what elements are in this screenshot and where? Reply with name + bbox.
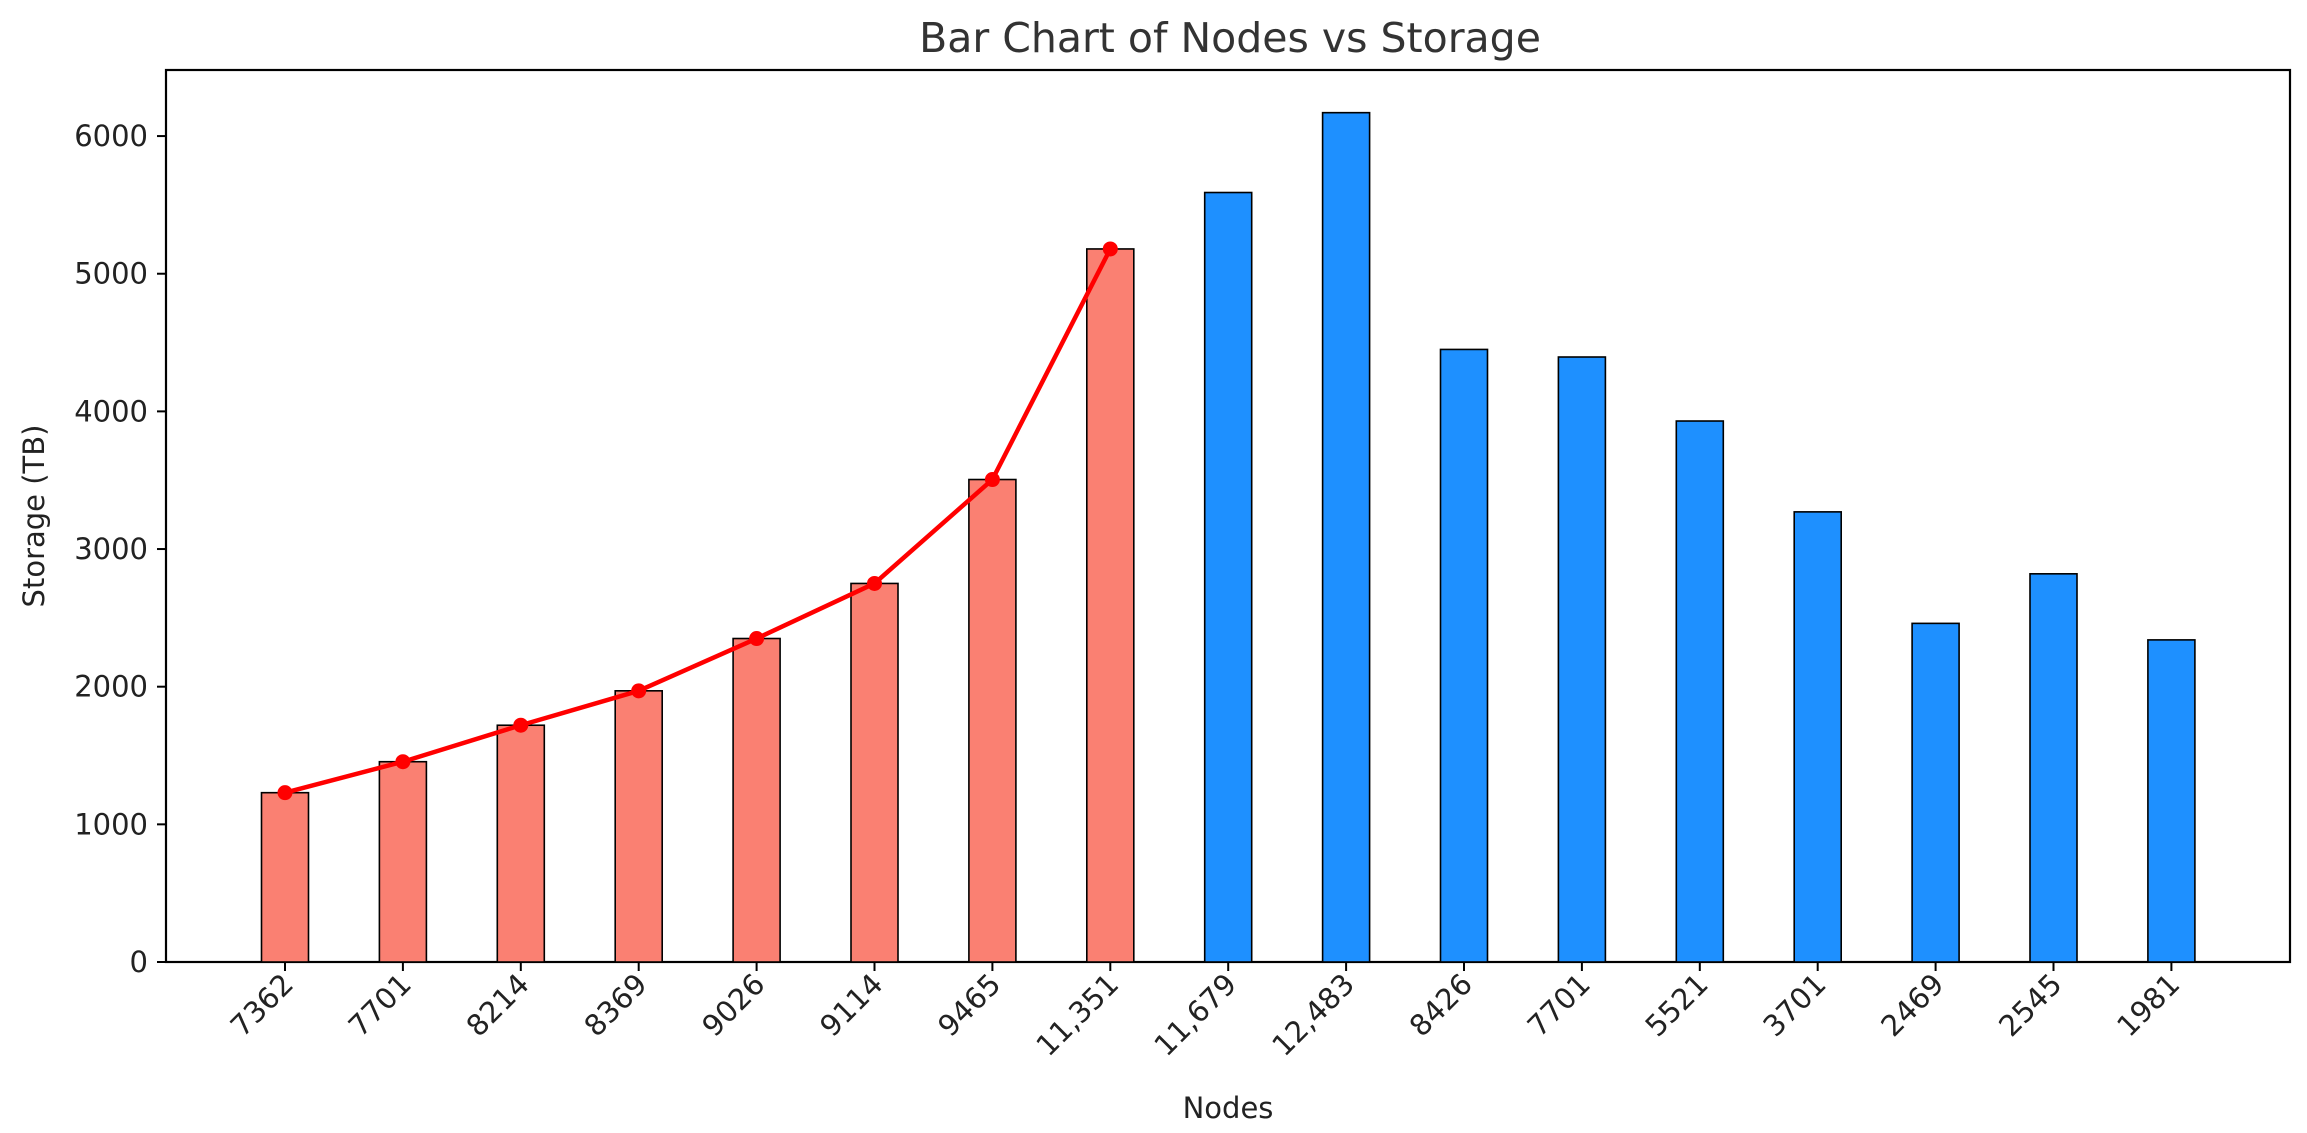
bar <box>1793 511 1842 963</box>
y-tick-label: 0 <box>130 945 148 979</box>
x-tick-label: 11,351 <box>1029 967 1125 1063</box>
bar <box>1086 248 1135 963</box>
x-tick-label: 7362 <box>224 967 300 1043</box>
bar <box>1911 622 1960 963</box>
bar <box>732 637 781 963</box>
bar <box>1321 111 1371 963</box>
x-tick-label: 3701 <box>1756 967 1832 1043</box>
x-tick-label: 7701 <box>342 967 418 1043</box>
x-tick-label: 9114 <box>813 967 889 1043</box>
bar <box>260 791 310 963</box>
bar <box>496 724 546 963</box>
y-axis: 0 1000 2000 3000 4000 5000 6000 <box>74 119 166 979</box>
trend-point <box>867 575 882 591</box>
trend-point <box>513 717 529 733</box>
trend-point <box>749 631 765 647</box>
bar <box>968 478 1017 963</box>
x-axis: 7362 7701 8214 8369 9026 9114 9465 11,351 11,679… <box>224 962 2186 1063</box>
x-tick-label: 5521 <box>1639 967 1715 1043</box>
trend-point <box>395 754 411 770</box>
x-tick-label: 2545 <box>1992 967 2068 1043</box>
y-tick-label: 4000 <box>74 394 148 428</box>
y-tick-label: 1000 <box>74 807 148 841</box>
trend-line-group <box>277 241 1118 801</box>
x-tick-label: 9465 <box>931 967 1007 1043</box>
bar <box>1203 191 1253 963</box>
x-tick-label: 8426 <box>1403 967 1479 1043</box>
x-tick-label: 8214 <box>460 967 536 1043</box>
bar <box>850 582 899 963</box>
bar <box>2147 639 2196 963</box>
trend-point <box>984 472 1000 488</box>
x-tick-label: 12,483 <box>1265 967 1361 1063</box>
y-tick-label: 2000 <box>74 670 148 704</box>
x-tick-label: 11,679 <box>1147 967 1243 1063</box>
y-axis-label: Storage (TB) <box>17 425 51 608</box>
x-tick-label: 8369 <box>577 967 653 1043</box>
y-tick-label: 6000 <box>74 119 148 153</box>
bars-group <box>260 111 2196 963</box>
trend-point <box>631 683 647 699</box>
x-axis-label: Nodes <box>1183 1091 1274 1125</box>
trend-point <box>1102 241 1118 257</box>
bar <box>378 760 428 963</box>
x-tick-label: 1981 <box>2110 967 2186 1043</box>
bar <box>614 690 664 963</box>
bar <box>1439 348 1489 963</box>
x-tick-label: 7701 <box>1521 967 1597 1043</box>
x-tick-label: 9026 <box>695 967 771 1043</box>
bar <box>2029 573 2078 963</box>
y-tick-label: 3000 <box>74 532 148 566</box>
bar <box>1557 356 1607 963</box>
trend-point <box>277 785 293 801</box>
y-tick-label: 5000 <box>74 257 148 291</box>
x-tick-label: 2469 <box>1874 967 1950 1043</box>
trend-line <box>282 246 1113 795</box>
bar <box>1675 420 1725 963</box>
chart-title: Bar Chart of Nodes vs Storage <box>919 14 1541 62</box>
